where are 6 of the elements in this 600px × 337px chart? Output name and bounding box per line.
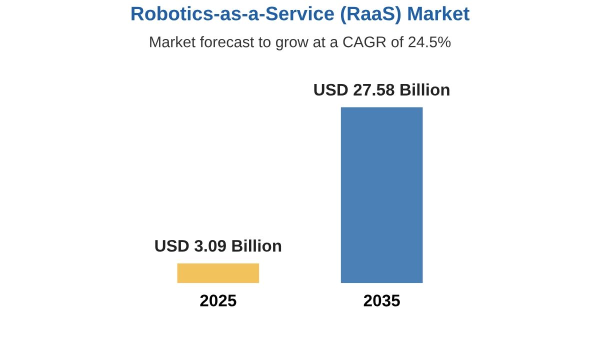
x-tick-label: 2035 [364,294,400,306]
chart-subtitle: Market forecast to grow at a CAGR of 24.5% [150,36,451,50]
chart-title: Robotics-as-a-Service (RaaS) Market [132,6,470,24]
data-label: USD 3.09 Billion [155,240,282,252]
x-tick-label: 2025 [200,294,236,306]
data-label: USD 27.58 Billion [314,83,450,96]
